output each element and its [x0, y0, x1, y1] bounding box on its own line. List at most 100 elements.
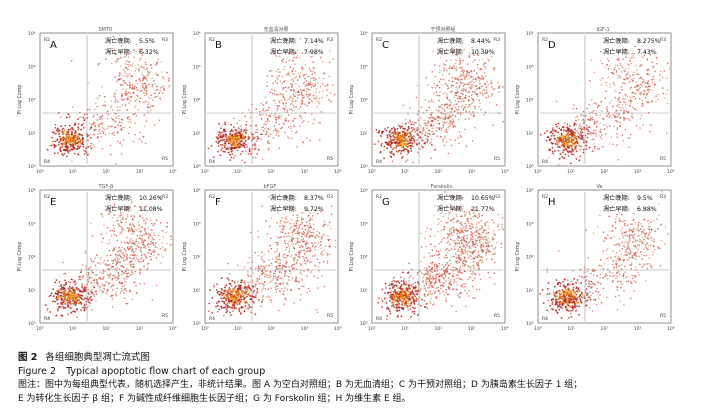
event-dot: [585, 144, 588, 147]
event-dot: [247, 153, 250, 155]
event-dot: [585, 148, 588, 151]
event-dot: [61, 129, 63, 131]
event-dot: [120, 127, 123, 130]
event-dot: [95, 128, 97, 131]
event-dot: [389, 140, 392, 143]
event-dot: [318, 232, 321, 234]
event-dot: [243, 137, 246, 140]
event-dot: [97, 123, 100, 126]
event-dot: [104, 101, 106, 103]
event-dot: [451, 47, 453, 50]
event-dot: [666, 77, 668, 79]
event-dot: [123, 139, 125, 141]
event-dot: [304, 224, 306, 227]
event-dot: [122, 289, 125, 291]
event-dot: [298, 253, 300, 256]
event-dot: [55, 129, 58, 132]
event-dot: [221, 139, 224, 142]
event-dot: [74, 291, 76, 294]
event-dot: [273, 115, 276, 117]
event-dot: [282, 293, 284, 295]
event-dot: [52, 300, 54, 303]
event-dot: [61, 131, 64, 134]
event-dot: [117, 254, 119, 256]
event-dot: [274, 127, 277, 130]
event-dot: [267, 142, 269, 144]
event-dot: [132, 140, 135, 143]
event-dot: [635, 109, 637, 111]
event-dot: [471, 84, 473, 86]
event-dot: [573, 123, 576, 126]
event-dot: [438, 81, 441, 83]
event-dot: [438, 116, 440, 119]
event-dot: [240, 128, 243, 131]
event-dot: [287, 232, 290, 234]
event-dot: [48, 295, 51, 298]
event-dot: [127, 75, 130, 77]
event-dot: [576, 142, 579, 145]
event-dot: [106, 127, 109, 129]
event-dot: [421, 130, 424, 133]
event-dot: [138, 68, 140, 70]
event-dot: [231, 307, 234, 309]
event-dot: [148, 106, 151, 109]
event-dot: [120, 93, 123, 95]
event-dot: [131, 248, 134, 250]
event-dot: [314, 264, 317, 267]
event-dot: [231, 310, 234, 312]
event-dot: [277, 287, 279, 290]
event-dot: [267, 295, 270, 297]
event-dot: [640, 85, 643, 87]
event-dot: [154, 92, 156, 95]
event-dot: [218, 300, 220, 303]
x-tick-label: 10¹: [234, 169, 242, 175]
event-dot: [406, 145, 409, 148]
event-dot: [102, 237, 105, 240]
event-dot: [76, 308, 79, 310]
event-dot: [65, 294, 67, 297]
event-dot: [448, 67, 451, 70]
event-dot: [224, 306, 227, 309]
event-dot: [77, 126, 80, 129]
event-dot: [321, 275, 323, 277]
event-dot: [308, 88, 311, 91]
event-dot: [241, 139, 244, 142]
event-dot: [69, 149, 71, 152]
event-dot: [586, 126, 588, 129]
event-dot: [459, 98, 462, 100]
event-dot: [621, 104, 624, 106]
event-dot: [66, 135, 69, 138]
event-dot: [634, 73, 637, 76]
event-dot: [65, 155, 68, 158]
event-dot: [135, 285, 137, 287]
event-dot: [147, 103, 149, 106]
event-dot: [453, 67, 455, 69]
event-dot: [607, 68, 610, 70]
event-dot: [414, 130, 417, 132]
event-dot: [478, 87, 480, 89]
event-dot: [433, 82, 435, 85]
event-dot: [146, 244, 149, 246]
event-dot: [112, 260, 114, 262]
event-dot: [615, 116, 617, 119]
event-dot: [409, 138, 411, 141]
event-dot: [139, 215, 142, 217]
event-dot: [255, 108, 258, 110]
event-dot: [620, 70, 623, 73]
event-dot: [390, 146, 393, 149]
event-dot: [116, 267, 118, 270]
event-dot: [112, 284, 114, 286]
event-dot: [566, 150, 569, 153]
event-dot: [138, 69, 140, 72]
event-dot: [465, 110, 467, 112]
event-dot: [629, 105, 631, 107]
event-dot: [223, 314, 225, 317]
event-dot: [411, 121, 414, 123]
event-dot: [300, 249, 303, 252]
event-dot: [612, 114, 614, 116]
event-dot: [471, 94, 473, 96]
event-dot: [90, 281, 93, 284]
event-dot: [302, 89, 304, 91]
event-dot: [438, 99, 440, 102]
event-dot: [283, 275, 286, 277]
